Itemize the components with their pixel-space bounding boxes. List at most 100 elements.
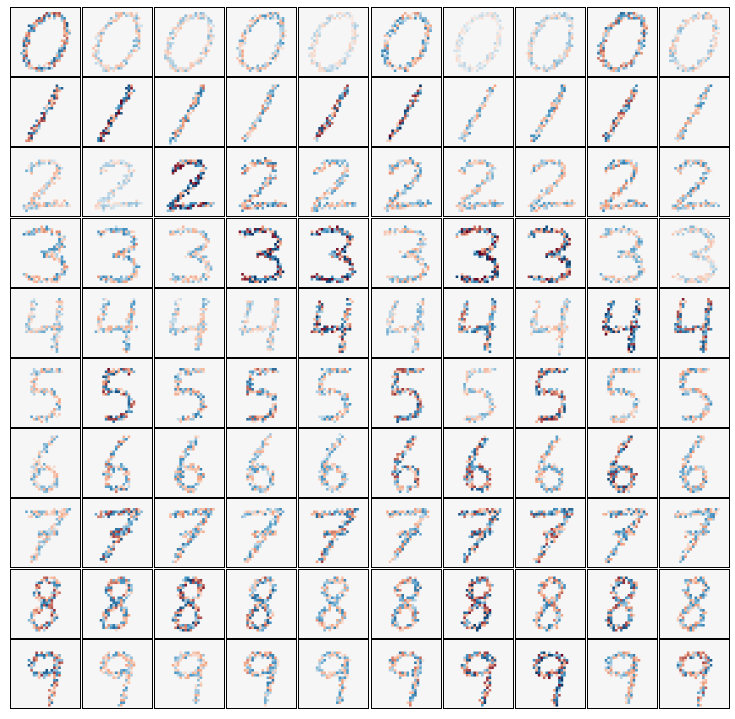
panel-digit-0-9 [586,7,658,77]
heatmap-image [370,358,442,428]
panel-digit-5-3 [154,358,226,428]
heatmap-image [586,638,658,709]
panel-digit-9-5 [298,638,370,709]
panel-digit-5-4 [226,358,298,428]
panel-digit-3-7 [442,217,514,288]
panel-digit-9-2 [82,638,154,709]
panel-digit-9-9 [586,638,658,709]
heatmap-image [10,358,81,428]
heatmap-image [10,77,81,148]
panel-digit-6-2 [82,428,154,499]
panel-digit-3-3 [154,217,226,288]
panel-digit-4-8 [514,287,586,358]
heatmap-image [442,147,514,218]
heatmap-image [442,287,514,358]
heatmap-image [226,498,298,569]
panel-digit-0-6 [370,7,442,77]
heatmap-image [82,217,154,288]
panel-digit-4-3 [154,287,226,358]
panel-digit-1-6 [370,77,442,148]
heatmap-image [442,568,514,639]
heatmap-image [442,498,514,569]
panel-digit-9-3 [154,638,226,709]
panel-digit-3-9 [586,217,658,288]
heatmap-image [658,428,730,499]
heatmap-image [370,147,442,218]
heatmap-image [10,217,81,288]
heatmap-image [370,217,442,288]
heatmap-image [586,428,658,499]
panel-digit-1-2 [82,77,154,148]
panel-digit-2-6 [370,147,442,218]
panel-digit-6-4 [226,428,298,499]
panel-digit-6-5 [298,428,370,499]
panel-digit-0-5 [298,7,370,77]
heatmap-image [226,428,298,499]
panel-digit-8-1 [10,568,81,639]
heatmap-image [82,287,154,358]
heatmap-image [658,638,730,709]
panel-digit-0-8 [514,7,586,77]
heatmap-image [442,638,514,709]
panel-digit-7-8 [514,498,586,569]
heatmap-image [586,7,658,77]
heatmap-image [154,147,226,218]
heatmap-image [82,147,154,218]
panel-digit-6-9 [586,428,658,499]
panel-digit-0-4 [226,7,298,77]
panel-digit-5-7 [442,358,514,428]
heatmap-image [10,428,81,499]
panel-digit-8-3 [154,568,226,639]
heatmap-image [442,7,514,77]
panel-digit-3-1 [10,217,81,288]
heatmap-image [514,498,586,569]
heatmap-image [298,217,370,288]
panel-digit-8-4 [226,568,298,639]
panel-digit-7-10 [658,498,730,569]
panel-digit-5-1 [10,358,81,428]
heatmap-image [298,568,370,639]
heatmap-image [586,287,658,358]
heatmap-image [226,358,298,428]
panel-digit-1-8 [514,77,586,148]
heatmap-image [586,147,658,218]
heatmap-image [514,638,586,709]
panel-digit-0-3 [154,7,226,77]
panel-digit-6-10 [658,428,730,499]
panel-digit-8-9 [586,568,658,639]
heatmap-image [82,568,154,639]
heatmap-image [298,7,370,77]
heatmap-image [82,77,154,148]
panel-digit-9-6 [370,638,442,709]
panel-digit-6-8 [514,428,586,499]
panel-digit-0-7 [442,7,514,77]
panel-digit-5-8 [514,358,586,428]
heatmap-image [514,7,586,77]
panel-digit-4-6 [370,287,442,358]
panel-digit-2-1 [10,147,81,218]
panel-digit-4-10 [658,287,730,358]
heatmap-image [586,358,658,428]
panel-digit-8-10 [658,568,730,639]
heatmap-image [226,638,298,709]
heatmap-image [514,358,586,428]
panel-digit-2-9 [586,147,658,218]
panel-digit-5-2 [82,358,154,428]
panel-digit-8-6 [370,568,442,639]
panel-digit-1-9 [586,77,658,148]
heatmap-image [370,77,442,148]
heatmap-image [442,217,514,288]
panel-digit-2-5 [298,147,370,218]
heatmap-image [82,358,154,428]
heatmap-image [226,147,298,218]
panel-digit-7-3 [154,498,226,569]
heatmap-image [658,498,730,569]
heatmap-image [658,7,730,77]
heatmap-image [154,498,226,569]
heatmap-image [10,498,81,569]
panel-digit-1-10 [658,77,730,148]
panel-digit-2-2 [82,147,154,218]
heatmap-image [10,147,81,218]
heatmap-image [514,147,586,218]
panel-digit-1-1 [10,77,81,148]
